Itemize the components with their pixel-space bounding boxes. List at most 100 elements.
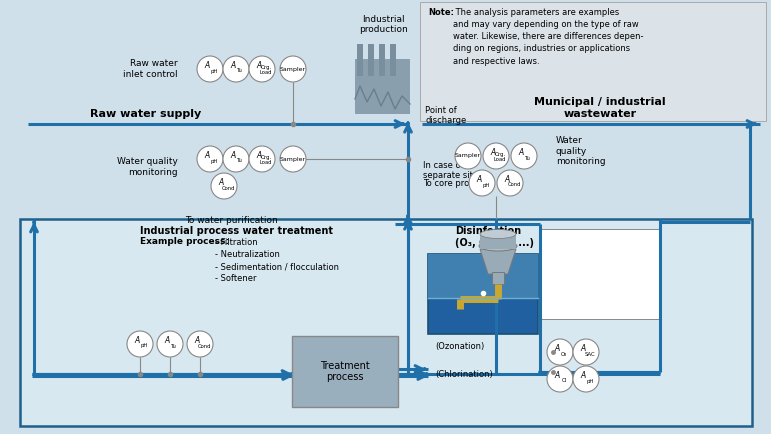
Text: pH: pH — [587, 378, 594, 384]
Circle shape — [157, 331, 183, 357]
FancyBboxPatch shape — [540, 229, 660, 319]
Text: A: A — [555, 371, 560, 380]
Text: Load: Load — [260, 70, 272, 75]
Circle shape — [197, 56, 223, 82]
Bar — [428, 254, 538, 298]
Circle shape — [223, 146, 249, 172]
Text: Water quality
monitoring: Water quality monitoring — [117, 157, 178, 177]
Text: Cond: Cond — [221, 185, 234, 191]
FancyBboxPatch shape — [20, 219, 752, 426]
Circle shape — [497, 170, 523, 196]
Text: A: A — [231, 61, 236, 70]
Text: pH: pH — [210, 158, 217, 164]
Text: Sampler: Sampler — [280, 66, 306, 72]
Circle shape — [280, 56, 306, 82]
Bar — [357, 44, 363, 76]
Text: Load: Load — [493, 157, 507, 162]
Text: O₃: O₃ — [561, 352, 567, 356]
Text: Org.: Org. — [261, 65, 271, 70]
Circle shape — [483, 143, 509, 169]
Text: Tu: Tu — [171, 343, 177, 349]
Circle shape — [573, 366, 599, 392]
Text: A: A — [205, 151, 210, 160]
Text: The analysis parameters are examples
and may vary depending on the type of raw
w: The analysis parameters are examples and… — [453, 8, 644, 66]
Text: - Sedimentation / flocculation: - Sedimentation / flocculation — [215, 262, 339, 271]
Text: SAC: SAC — [584, 352, 595, 356]
Text: A: A — [257, 151, 262, 160]
Circle shape — [469, 170, 495, 196]
Text: A: A — [581, 344, 586, 353]
Text: Raw water supply: Raw water supply — [90, 109, 201, 119]
Text: Cond: Cond — [507, 183, 520, 187]
Circle shape — [249, 146, 275, 172]
Bar — [480, 234, 516, 249]
Text: - Filtration: - Filtration — [215, 238, 258, 247]
Text: Sampler: Sampler — [280, 157, 306, 161]
Text: Org.: Org. — [494, 152, 506, 157]
Text: A: A — [219, 178, 224, 187]
Text: Note:: Note: — [428, 8, 454, 17]
Text: A: A — [257, 61, 262, 70]
Circle shape — [223, 56, 249, 82]
Polygon shape — [480, 249, 516, 274]
Bar — [368, 44, 374, 76]
Text: Raw water
inlet control: Raw water inlet control — [123, 59, 178, 79]
Bar — [355, 59, 410, 114]
Text: Disinfection
(O₃, Cl, UV, ...): Disinfection (O₃, Cl, UV, ...) — [455, 226, 534, 248]
Text: Tu: Tu — [525, 155, 531, 161]
Text: pH: pH — [483, 183, 490, 187]
Text: A: A — [581, 371, 586, 380]
Circle shape — [127, 331, 153, 357]
Text: A: A — [165, 336, 170, 345]
Text: Cond: Cond — [197, 343, 210, 349]
Circle shape — [547, 366, 573, 392]
Text: Tu: Tu — [237, 69, 243, 73]
FancyBboxPatch shape — [292, 336, 398, 407]
Circle shape — [573, 339, 599, 365]
Text: In case of
separate sites: In case of separate sites — [423, 161, 483, 181]
Circle shape — [249, 56, 275, 82]
Circle shape — [197, 146, 223, 172]
Circle shape — [547, 339, 573, 365]
Text: Org.: Org. — [261, 155, 271, 160]
Text: A: A — [231, 151, 236, 160]
Text: Tu: Tu — [237, 158, 243, 164]
Bar — [390, 44, 396, 76]
Text: pH: pH — [140, 343, 147, 349]
Text: To water purification: To water purification — [185, 216, 278, 225]
Ellipse shape — [479, 241, 517, 251]
Text: A: A — [195, 336, 200, 345]
Text: Example process:: Example process: — [140, 237, 229, 246]
Circle shape — [455, 143, 481, 169]
Text: - Softener: - Softener — [215, 274, 257, 283]
Text: A: A — [477, 175, 482, 184]
Text: pH: pH — [210, 69, 217, 73]
Text: A: A — [135, 336, 140, 345]
Text: (Chlorination): (Chlorination) — [435, 369, 493, 378]
Circle shape — [187, 331, 213, 357]
Text: A: A — [555, 344, 560, 353]
Text: Sampler: Sampler — [455, 154, 481, 158]
Text: A: A — [491, 148, 496, 157]
Text: Industrial
production: Industrial production — [359, 15, 407, 34]
Text: Industrial process water treatment: Industrial process water treatment — [140, 226, 333, 236]
FancyBboxPatch shape — [420, 2, 766, 121]
Text: Municipal / industrial
wastewater: Municipal / industrial wastewater — [534, 97, 666, 119]
Text: A: A — [519, 148, 524, 157]
Text: Water
quality
monitoring: Water quality monitoring — [556, 136, 606, 166]
Bar — [379, 44, 385, 76]
Text: To core process: To core process — [423, 179, 488, 188]
Circle shape — [511, 143, 537, 169]
Text: - Neutralization: - Neutralization — [215, 250, 280, 259]
Text: Point of
discharge: Point of discharge — [425, 106, 466, 125]
Bar — [428, 254, 538, 334]
Circle shape — [280, 146, 306, 172]
Text: Cl: Cl — [561, 378, 567, 384]
Text: Load: Load — [260, 160, 272, 165]
Text: A: A — [205, 61, 210, 70]
Text: Treatment
process: Treatment process — [320, 361, 370, 382]
Text: A: A — [505, 175, 510, 184]
Circle shape — [211, 173, 237, 199]
Text: (Ozonation): (Ozonation) — [435, 342, 484, 352]
Ellipse shape — [480, 230, 516, 239]
